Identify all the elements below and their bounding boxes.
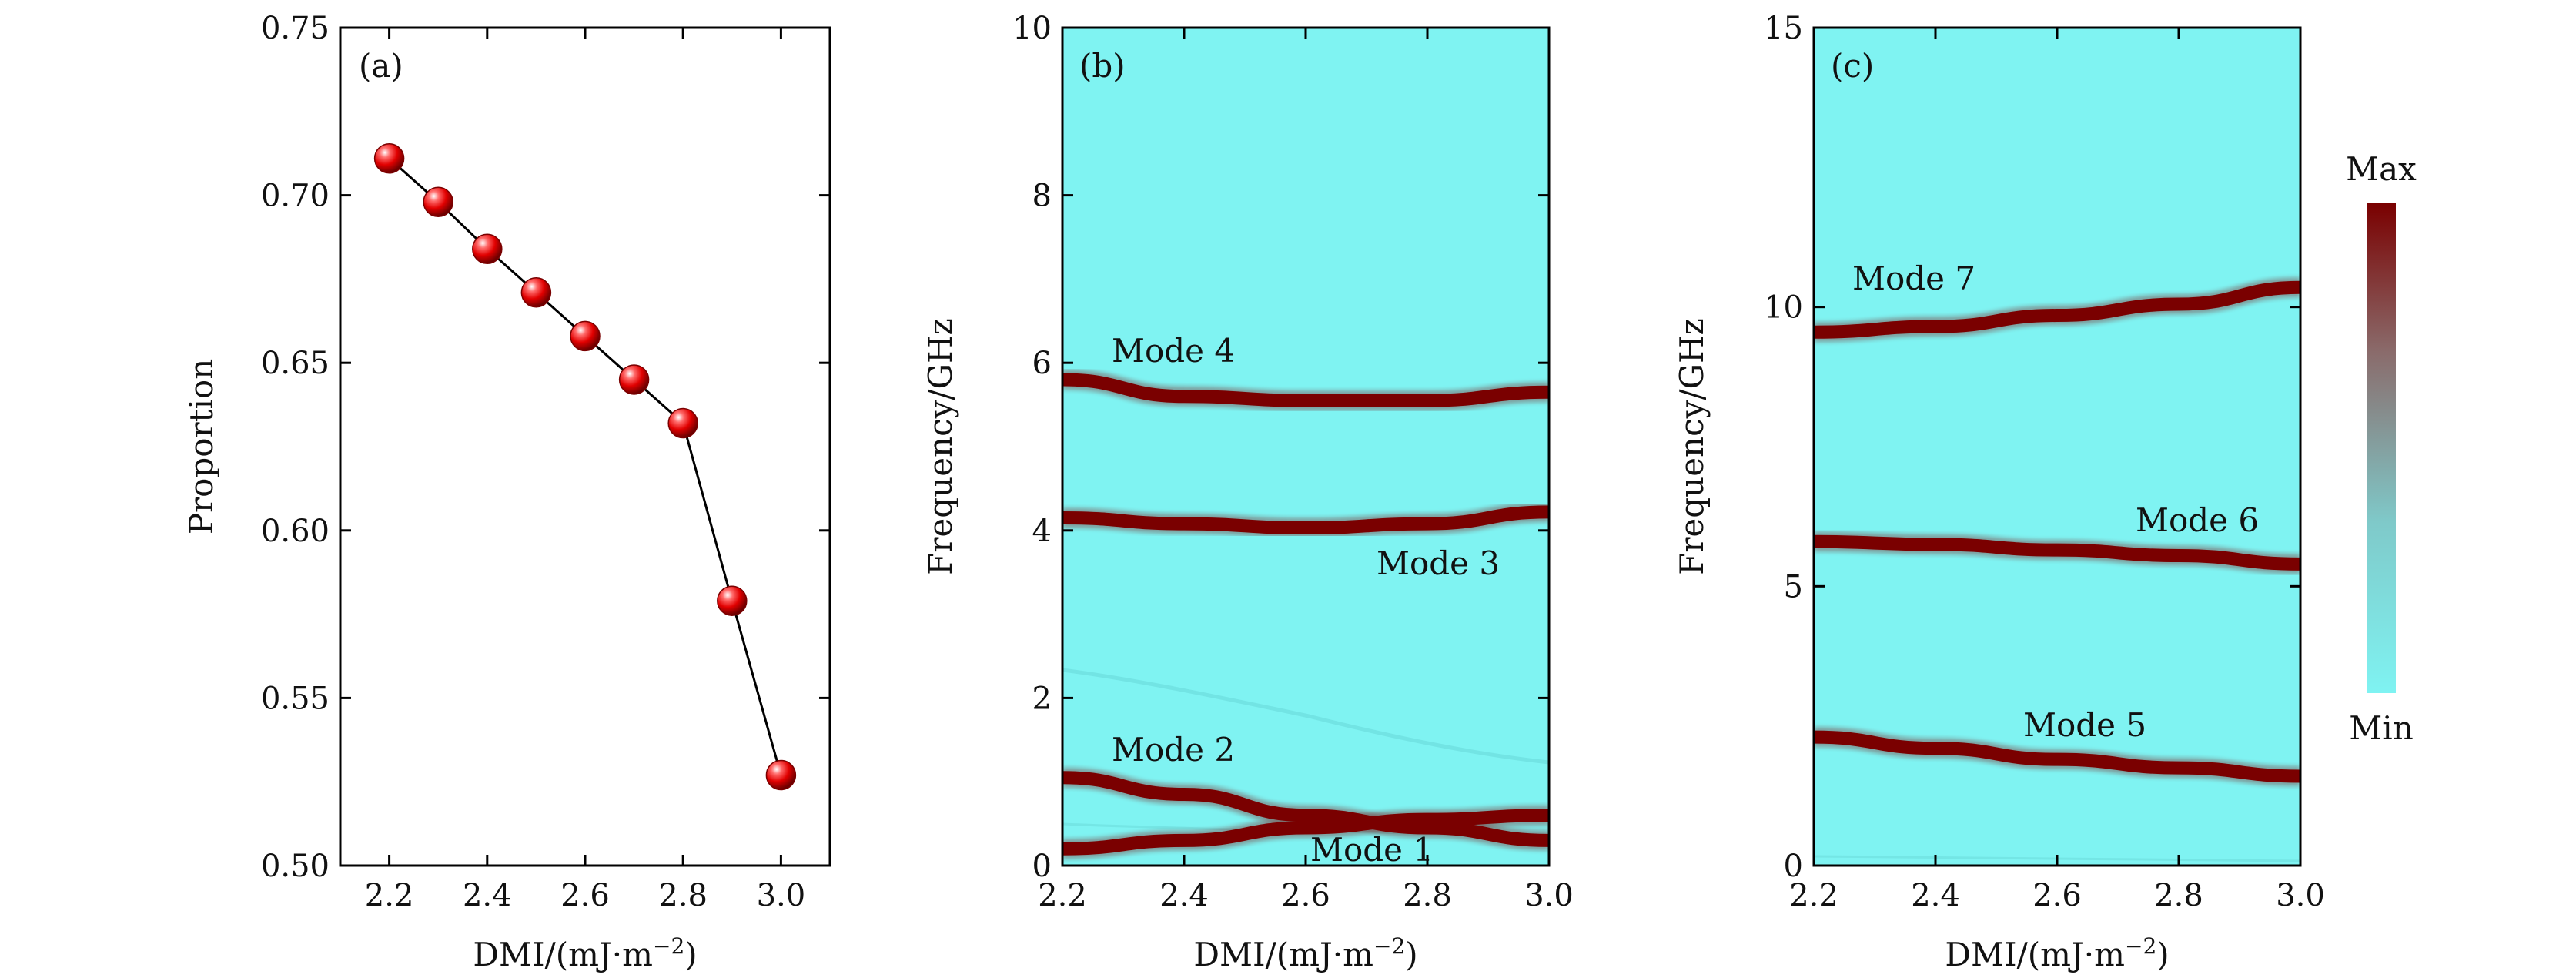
panel-a-label: (a)	[359, 47, 403, 85]
y-tick-label: 5	[1784, 569, 1803, 605]
panel-b-mode-1-label: Mode 1	[1310, 831, 1434, 869]
x-tick-label: 2.2	[1038, 878, 1087, 913]
y-tick-label: 0.65	[261, 346, 330, 381]
x-tick-label: 2.2	[1789, 878, 1838, 913]
panel-a: (a) 2.2 2.4 2.6 2.8 3.0 0.50 0.55 0.60 0.65 0.70…	[182, 11, 831, 973]
panel-b-faint-trace	[1062, 668, 1549, 765]
panel-c-mode-7-label: Mode 7	[1852, 260, 1975, 297]
x-tick-label: 2.8	[658, 878, 708, 913]
mode-curve	[1062, 505, 1549, 535]
mode-curve	[1062, 771, 1549, 847]
y-tick-label: 8	[1032, 179, 1052, 214]
panel-b-mode-3-label: Mode 3	[1377, 544, 1500, 582]
data-point	[423, 186, 453, 218]
panel-c-xlabel: DMI/(mJ·m−2)	[1945, 933, 2169, 973]
data-point	[717, 585, 748, 616]
y-tick-label: 0.60	[261, 514, 330, 549]
mode-curve	[1814, 730, 2300, 783]
mode-curve	[1814, 280, 2300, 339]
data-point	[373, 142, 405, 174]
panel-b-mode-4-label: Mode 4	[1112, 332, 1235, 370]
x-tick-label: 2.8	[2154, 878, 2203, 913]
data-point	[570, 320, 601, 352]
colorbar-min-label: Min	[2349, 709, 2414, 747]
x-tick-label: 2.2	[365, 878, 414, 913]
x-tick-label: 2.6	[2032, 878, 2082, 913]
panel-a-xlabel: DMI/(mJ·m−2)	[473, 933, 697, 973]
x-tick-label: 2.4	[1911, 878, 1960, 913]
panel-a-ylabel: Proportion	[182, 359, 220, 535]
colorbar-max-label: Max	[2346, 150, 2417, 188]
panel-a-plot-area	[339, 26, 831, 867]
x-tick-label: 2.8	[1403, 878, 1452, 913]
panel-b-modes	[1062, 369, 1549, 859]
panel-c-modes	[1814, 277, 2300, 786]
x-tick-label: 2.4	[463, 878, 512, 913]
panel-c-faint-trace	[1814, 855, 2300, 862]
y-tick-label: 0	[1784, 849, 1803, 884]
panel-b-xlabel: DMI/(mJ·m−2)	[1193, 933, 1417, 973]
panel-a-points	[373, 142, 797, 791]
data-point	[520, 277, 552, 308]
y-tick-label: 15	[1764, 11, 1803, 46]
mode-curve	[1814, 534, 2300, 571]
panel-c-mode-5-label: Mode 5	[2023, 706, 2146, 744]
panel-b-mode-2-label: Mode 2	[1112, 731, 1235, 769]
panel-c: (c) 2.2 2.4 2.6 2.8 3.0 0 5 10 15 Mode 7 Mode 6…	[1673, 11, 2417, 973]
panel-c-y-ticks: 0 5 10 15	[1764, 11, 2300, 884]
y-tick-label: 6	[1032, 346, 1052, 381]
y-tick-label: 0.75	[261, 11, 330, 46]
colorbar	[2367, 203, 2396, 693]
panel-c-x-ticks: 2.2 2.4 2.6 2.8 3.0	[1789, 28, 2325, 913]
y-tick-label: 4	[1032, 514, 1052, 549]
data-point	[765, 759, 797, 791]
panel-a-y-ticks: 0.50 0.55 0.60 0.65 0.70 0.75	[261, 11, 830, 884]
panel-c-background	[1814, 28, 2300, 866]
y-tick-label: 0.70	[261, 179, 330, 214]
x-tick-label: 3.0	[1524, 878, 1574, 913]
panel-b-x-ticks: 2.2 2.4 2.6 2.8 3.0	[1038, 28, 1574, 913]
x-tick-label: 3.0	[757, 878, 806, 913]
x-tick-label: 3.0	[2276, 878, 2325, 913]
panel-c-ylabel: Frequency/GHz	[1673, 318, 1711, 575]
panel-c-mode-6-label: Mode 6	[2136, 501, 2259, 539]
panel-b-y-ticks: 0 2 4 6 8 10	[1012, 11, 1549, 884]
panel-b-background	[1062, 28, 1549, 866]
x-tick-label: 2.4	[1159, 878, 1209, 913]
panel-b-label: (b)	[1079, 47, 1126, 85]
y-tick-label: 0.50	[261, 849, 330, 884]
x-tick-label: 2.6	[1281, 878, 1330, 913]
x-tick-label: 2.6	[560, 878, 610, 913]
y-tick-label: 2	[1032, 681, 1052, 716]
mode-curve	[1062, 809, 1549, 856]
y-tick-label: 0.55	[261, 681, 330, 716]
y-tick-label: 0	[1032, 849, 1052, 884]
panel-b: (b) 2.2 2.4 2.6 2.8 3.0 0 2 4 6 8 10 Mode 4 Mode …	[922, 11, 1574, 973]
data-point	[618, 364, 650, 395]
mode-curve	[1062, 373, 1549, 407]
data-point	[472, 233, 503, 264]
data-point	[667, 407, 698, 439]
panel-c-label: (c)	[1831, 47, 1874, 85]
panel-a-x-ticks: 2.2 2.4 2.6 2.8 3.0	[365, 28, 805, 913]
y-tick-label: 10	[1764, 290, 1803, 326]
y-tick-label: 10	[1012, 11, 1052, 46]
panel-b-ylabel: Frequency/GHz	[922, 318, 959, 575]
